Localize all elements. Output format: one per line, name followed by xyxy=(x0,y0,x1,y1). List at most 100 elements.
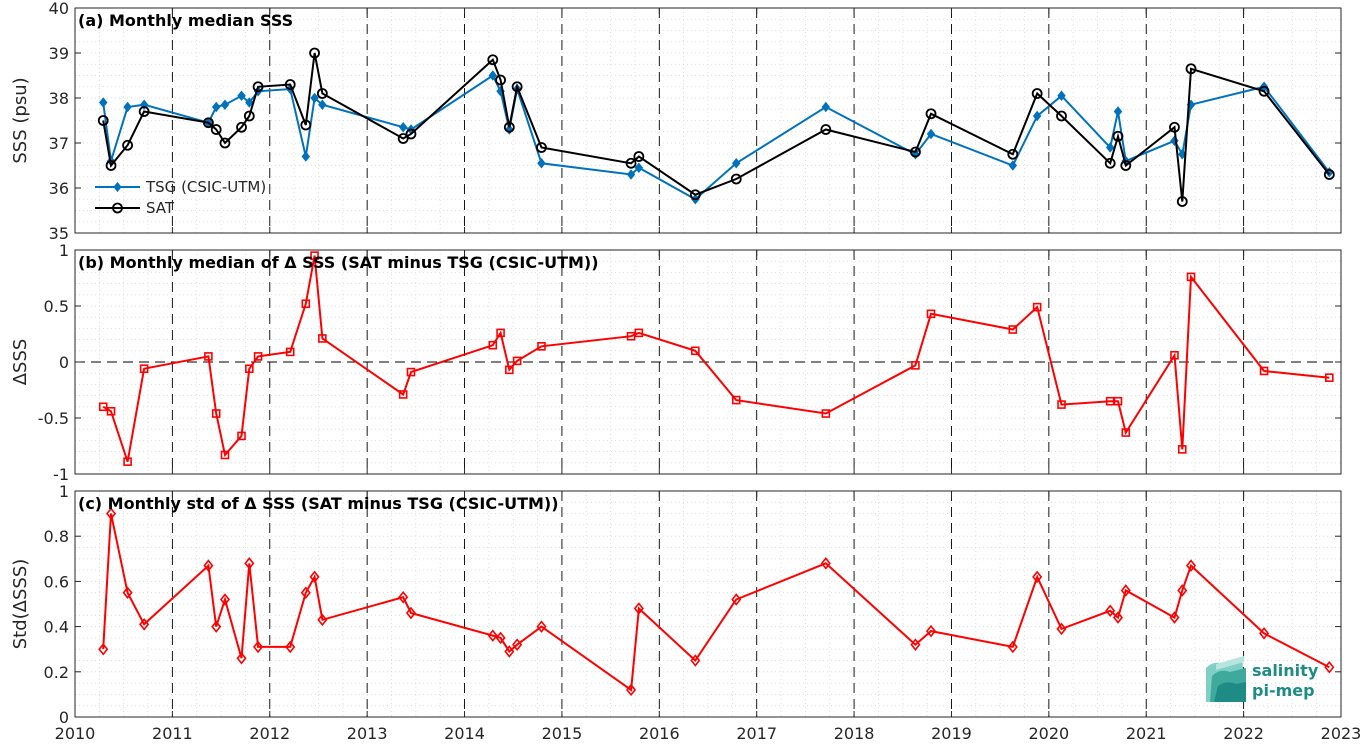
panel-title: (c) Monthly std of Δ SSS (SAT minus TSG … xyxy=(78,494,559,513)
data-point xyxy=(633,151,645,162)
data-point xyxy=(405,128,417,140)
data-point xyxy=(487,629,498,642)
data-point xyxy=(1056,110,1067,122)
data-point xyxy=(1186,272,1196,282)
data-point xyxy=(512,356,522,366)
y-tick-label: -0.5 xyxy=(38,409,69,428)
data-point xyxy=(1112,130,1124,142)
data-point xyxy=(139,364,149,374)
x-tick-label: 2014 xyxy=(444,724,485,743)
data-point xyxy=(220,450,230,460)
data-point xyxy=(1007,148,1019,160)
data-point xyxy=(821,101,831,113)
data-point xyxy=(210,124,222,135)
panel-a: 35 36 37 38 39 40 SSS (psu) (a) Monthly median … xyxy=(10,0,1342,243)
y-tick-label: 36 xyxy=(49,179,69,198)
data-point xyxy=(691,346,700,356)
data-point xyxy=(97,115,109,126)
data-point xyxy=(536,142,547,153)
data-point xyxy=(910,638,921,651)
data-point xyxy=(300,586,311,599)
data-point xyxy=(317,613,328,627)
x-tick-label: 2010 xyxy=(55,724,96,743)
x-tick-label: 2022 xyxy=(1223,724,1264,743)
data-point xyxy=(244,557,255,570)
data-point xyxy=(910,146,921,158)
data-point xyxy=(625,157,637,169)
legend: TSG (CSIC-UTM) SAT xyxy=(95,178,266,217)
data-point xyxy=(536,620,547,633)
data-point xyxy=(1121,428,1131,437)
data-point xyxy=(1120,584,1131,597)
data-point xyxy=(310,251,319,260)
data-point xyxy=(505,365,514,375)
data-point xyxy=(1104,157,1116,169)
data-point xyxy=(1185,63,1197,75)
data-point xyxy=(1113,106,1123,117)
data-point xyxy=(139,618,150,631)
data-point xyxy=(689,189,701,201)
series-line xyxy=(102,255,1330,463)
panel-c: 0 0.2 0.4 0.6 0.8 1 2010 2011 2012 2013 2014 2015 20… xyxy=(10,482,1361,743)
legend-label: SAT xyxy=(146,199,175,217)
data-point xyxy=(730,173,742,185)
legend-marker xyxy=(113,181,122,193)
panel-b: -1 -0.5 0 0.5 1 ΔSSS (b) Monthly median of Δ S… xyxy=(10,241,1342,484)
data-point xyxy=(1057,90,1066,102)
data-point xyxy=(318,99,327,111)
x-tick-label: 2012 xyxy=(249,724,290,743)
data-point xyxy=(626,683,637,697)
x-tick-label: 2011 xyxy=(152,724,193,743)
y-tick-label: 0 xyxy=(59,708,69,727)
data-point xyxy=(1325,373,1334,382)
data-point xyxy=(1324,660,1335,674)
data-point xyxy=(245,364,254,374)
data-point xyxy=(203,559,214,572)
data-point xyxy=(926,309,936,319)
data-point xyxy=(1032,110,1042,122)
data-point xyxy=(512,638,523,651)
data-point xyxy=(1176,196,1188,207)
y-axis-label: Std(ΔSSS) xyxy=(10,559,31,650)
data-point xyxy=(219,137,231,149)
data-point xyxy=(1007,640,1018,654)
y-tick-label: 0 xyxy=(59,353,69,372)
data-point xyxy=(406,367,416,377)
data-point xyxy=(732,157,741,169)
data-point xyxy=(821,409,831,418)
data-point xyxy=(310,92,319,104)
y-tick-label: 37 xyxy=(49,134,69,153)
data-point xyxy=(236,121,247,133)
data-point xyxy=(253,640,264,654)
data-point xyxy=(1177,445,1187,454)
data-point xyxy=(487,54,499,66)
data-point xyxy=(626,169,636,180)
data-point xyxy=(300,119,312,131)
y-tick-label: 38 xyxy=(49,89,69,108)
data-point xyxy=(316,88,328,99)
data-point xyxy=(138,106,150,117)
data-point xyxy=(504,645,515,658)
data-point xyxy=(219,593,230,606)
x-tick-label: 2016 xyxy=(639,724,680,743)
data-point xyxy=(98,642,109,656)
data-point xyxy=(301,151,311,162)
data-point xyxy=(405,606,417,620)
legend-marker xyxy=(112,202,123,214)
panel-title: (b) Monthly median of Δ SSS (SAT minus T… xyxy=(78,253,599,272)
x-tick-label: 2013 xyxy=(347,724,388,743)
data-point xyxy=(211,409,221,418)
data-point xyxy=(1323,169,1335,180)
data-point xyxy=(309,47,320,59)
data-point xyxy=(245,97,254,108)
data-point xyxy=(1112,611,1124,624)
data-point xyxy=(243,110,255,122)
y-tick-label: 0.2 xyxy=(44,663,69,682)
data-point xyxy=(1032,302,1042,312)
data-point xyxy=(1032,570,1043,584)
data-point xyxy=(926,128,936,140)
data-point xyxy=(1259,366,1269,376)
data-point xyxy=(123,101,132,113)
logo-line2: pi-mep xyxy=(1252,681,1315,700)
y-tick-label: 0.4 xyxy=(44,618,69,637)
